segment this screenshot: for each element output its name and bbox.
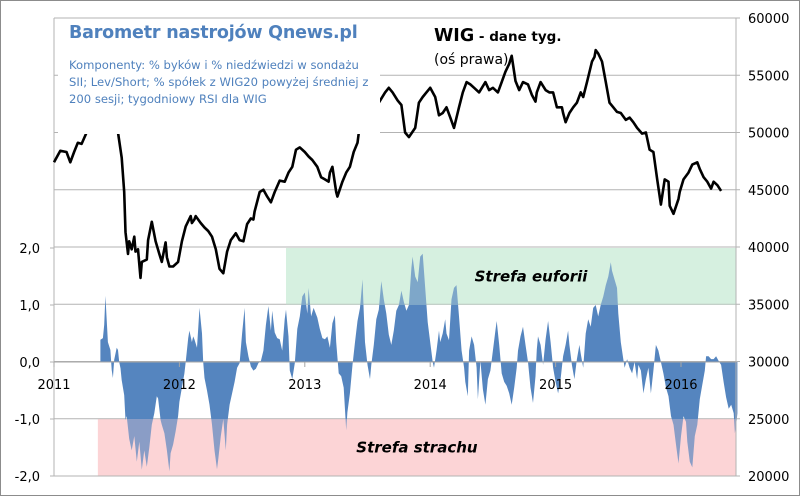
right-tick-labels: 60000 55000 50000 45000 40000 35000 30000 25000… [748, 12, 789, 485]
left-tick-label: -2,0 [15, 470, 40, 485]
right-tick-label: 35000 [748, 298, 789, 313]
right-tick-label: 50000 [748, 127, 789, 142]
left-tick-labels: 2,0 1,0 0,0 -1,0 -2,0 [15, 242, 40, 485]
right-tick-label: 40000 [748, 241, 789, 256]
chart-title: Barometr nastrojów Qnews.pl [69, 23, 358, 43]
title-box: Barometr nastrojów Qnews.pl Komponenty: … [58, 20, 380, 134]
right-tick-label: 20000 [748, 470, 789, 485]
zone-overlay-fear [97, 419, 736, 476]
wig-title-suffix: - dane tyg. [474, 29, 562, 45]
x-tick-label: 2011 [37, 378, 70, 393]
wig-title-main: WIG [434, 26, 475, 46]
x-tick-label: 2015 [539, 378, 572, 393]
left-tick-label: 1,0 [19, 299, 40, 314]
barometer-area [100, 253, 738, 472]
x-tick-labels: 2011 2012 2013 2014 2015 2016 [37, 378, 697, 393]
x-tick-label: 2013 [288, 378, 321, 393]
zone-overlay-euphoria [285, 248, 736, 305]
left-tick-label: -1,0 [15, 413, 40, 428]
zones-layer [97, 248, 736, 476]
right-tick-label: 45000 [748, 184, 789, 199]
axes-layer [53, 18, 740, 477]
zone-euphoria [285, 248, 736, 305]
x-tick-label: 2014 [414, 378, 447, 393]
chart-description: Komponenty: % byków i % niedźwiedzi w so… [69, 58, 369, 106]
wig-title: WIG - dane tyg. [434, 26, 561, 46]
barometer-area-layer [97, 248, 738, 476]
left-tick-label: 0,0 [19, 356, 40, 371]
zone-fear [97, 419, 736, 476]
right-tick-label: 60000 [748, 12, 789, 27]
x-tick-label: 2016 [664, 378, 697, 393]
x-tick-label: 2012 [163, 378, 196, 393]
wig-subtitle: (oś prawa) [434, 52, 509, 68]
zone-labels: Strefa euforii Strefa strachu [356, 268, 588, 457]
right-tick-label: 30000 [748, 356, 789, 371]
right-tick-label: 25000 [748, 413, 789, 428]
right-tick-label: 55000 [748, 69, 789, 84]
zone-label-euphoria: Strefa euforii [475, 268, 589, 286]
left-tick-label: 2,0 [19, 242, 40, 257]
zone-label-fear: Strefa strachu [356, 439, 478, 457]
